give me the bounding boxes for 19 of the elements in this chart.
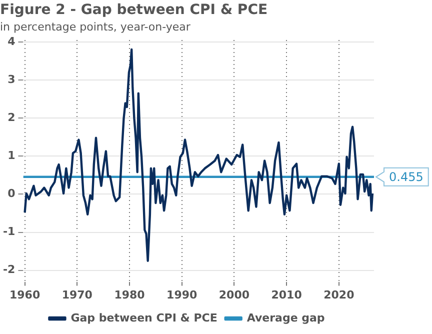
y-tick-label: -1 bbox=[2, 225, 16, 238]
annotation: 0.455 bbox=[389, 170, 424, 184]
x-tick-label: 2020 bbox=[324, 288, 355, 302]
chart-title: Figure 2 - Gap between CPI & PCE bbox=[0, 2, 268, 18]
x-tick-label: 1970 bbox=[62, 288, 93, 302]
y-tick-label: -2 bbox=[2, 263, 16, 276]
y-tick-label: 3 bbox=[8, 72, 16, 86]
y-tick-label: 2 bbox=[8, 110, 16, 124]
legend-label: Gap between CPI & PCE bbox=[70, 311, 218, 324]
x-tick-label: 2010 bbox=[271, 288, 302, 302]
chart-subtitle: in percentage points, year-on-year bbox=[0, 20, 191, 34]
x-tick-label: 2000 bbox=[218, 288, 250, 302]
y-tick-label: 1 bbox=[8, 149, 16, 162]
x-tick-label: 1990 bbox=[166, 288, 198, 302]
x-tick-label: 1980 bbox=[114, 288, 146, 302]
x-tick-label: 1960 bbox=[9, 288, 40, 302]
legend-label: Average gap bbox=[246, 311, 325, 324]
y-tick-label: 0 bbox=[8, 187, 16, 200]
y-tick-label: 4 bbox=[8, 34, 16, 48]
